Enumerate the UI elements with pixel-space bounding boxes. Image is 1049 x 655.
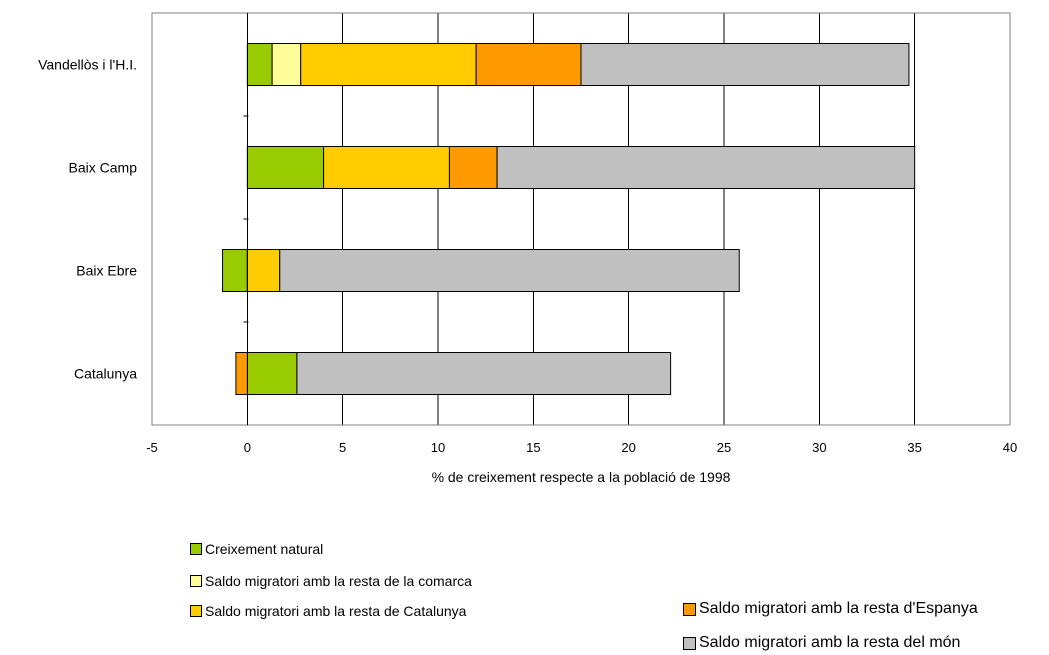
- plot-area-border: [151, 12, 1011, 426]
- bar-segment: [475, 43, 582, 86]
- x-tick-label: 0: [244, 440, 251, 455]
- bar-segment: [246, 249, 281, 292]
- category-label: Catalunya: [74, 366, 137, 382]
- x-tick-label: 20: [621, 440, 635, 455]
- bar-segment: [580, 43, 910, 86]
- legend-swatch: [683, 602, 696, 616]
- category-label: Baix Ebre: [76, 263, 137, 279]
- legend-label: Saldo migratori amb la resta del món: [699, 634, 961, 651]
- x-tick-label: 30: [812, 440, 826, 455]
- legend-label: Saldo migratori amb la resta de Cataluny…: [205, 603, 467, 619]
- x-tick-label: 5: [339, 440, 346, 455]
- category-label: Vandellòs i l'H.I.: [38, 57, 137, 73]
- bar-segment: [246, 43, 273, 86]
- legend-label: Saldo migratori amb la resta d'Espanya: [699, 600, 978, 617]
- legend-item-resta-espanya: Saldo migratori amb la resta d'Espanya: [683, 600, 978, 618]
- x-tick-label: 40: [1003, 440, 1017, 455]
- bar-segment: [300, 43, 477, 86]
- legend-swatch: [190, 543, 202, 555]
- bar-segment: [448, 146, 498, 189]
- legend-item-creixement-natural: Creixement natural: [190, 541, 323, 557]
- x-tick-label: 10: [431, 440, 445, 455]
- bar-segment: [279, 249, 740, 292]
- legend-item-resta-catalunya: Saldo migratori amb la resta de Cataluny…: [190, 603, 466, 619]
- legend-swatch: [190, 605, 202, 617]
- bar-segment: [271, 43, 302, 86]
- legend-label: Creixement natural: [205, 541, 324, 557]
- x-tick-label: 25: [717, 440, 731, 455]
- x-tick-label: -5: [146, 440, 158, 455]
- legend-item-resta-comarca: Saldo migratori amb la resta de la comar…: [190, 573, 472, 589]
- bar-segment: [235, 352, 248, 395]
- legend-label: Saldo migratori amb la resta de la comar…: [205, 573, 472, 589]
- category-label: Baix Camp: [69, 160, 138, 176]
- stacked-bar-chart: Vandellòs i l'H.I. Baix Camp Baix Ebre Cata…: [38, 12, 1017, 485]
- bar-segment: [323, 146, 450, 189]
- x-tick-label: 15: [526, 440, 540, 455]
- x-tick-label: 35: [907, 440, 921, 455]
- bar-segment: [246, 146, 325, 189]
- bar-segment: [222, 249, 248, 292]
- bar-segment: [496, 146, 916, 189]
- legend-swatch: [190, 575, 202, 587]
- legend-swatch: [683, 636, 696, 650]
- bar-segment: [246, 352, 298, 395]
- legend-item-resta-mon: Saldo migratori amb la resta del món: [683, 634, 960, 652]
- x-axis-title: % de creixement respecte a la població d…: [432, 469, 731, 485]
- bar-segment: [296, 352, 672, 395]
